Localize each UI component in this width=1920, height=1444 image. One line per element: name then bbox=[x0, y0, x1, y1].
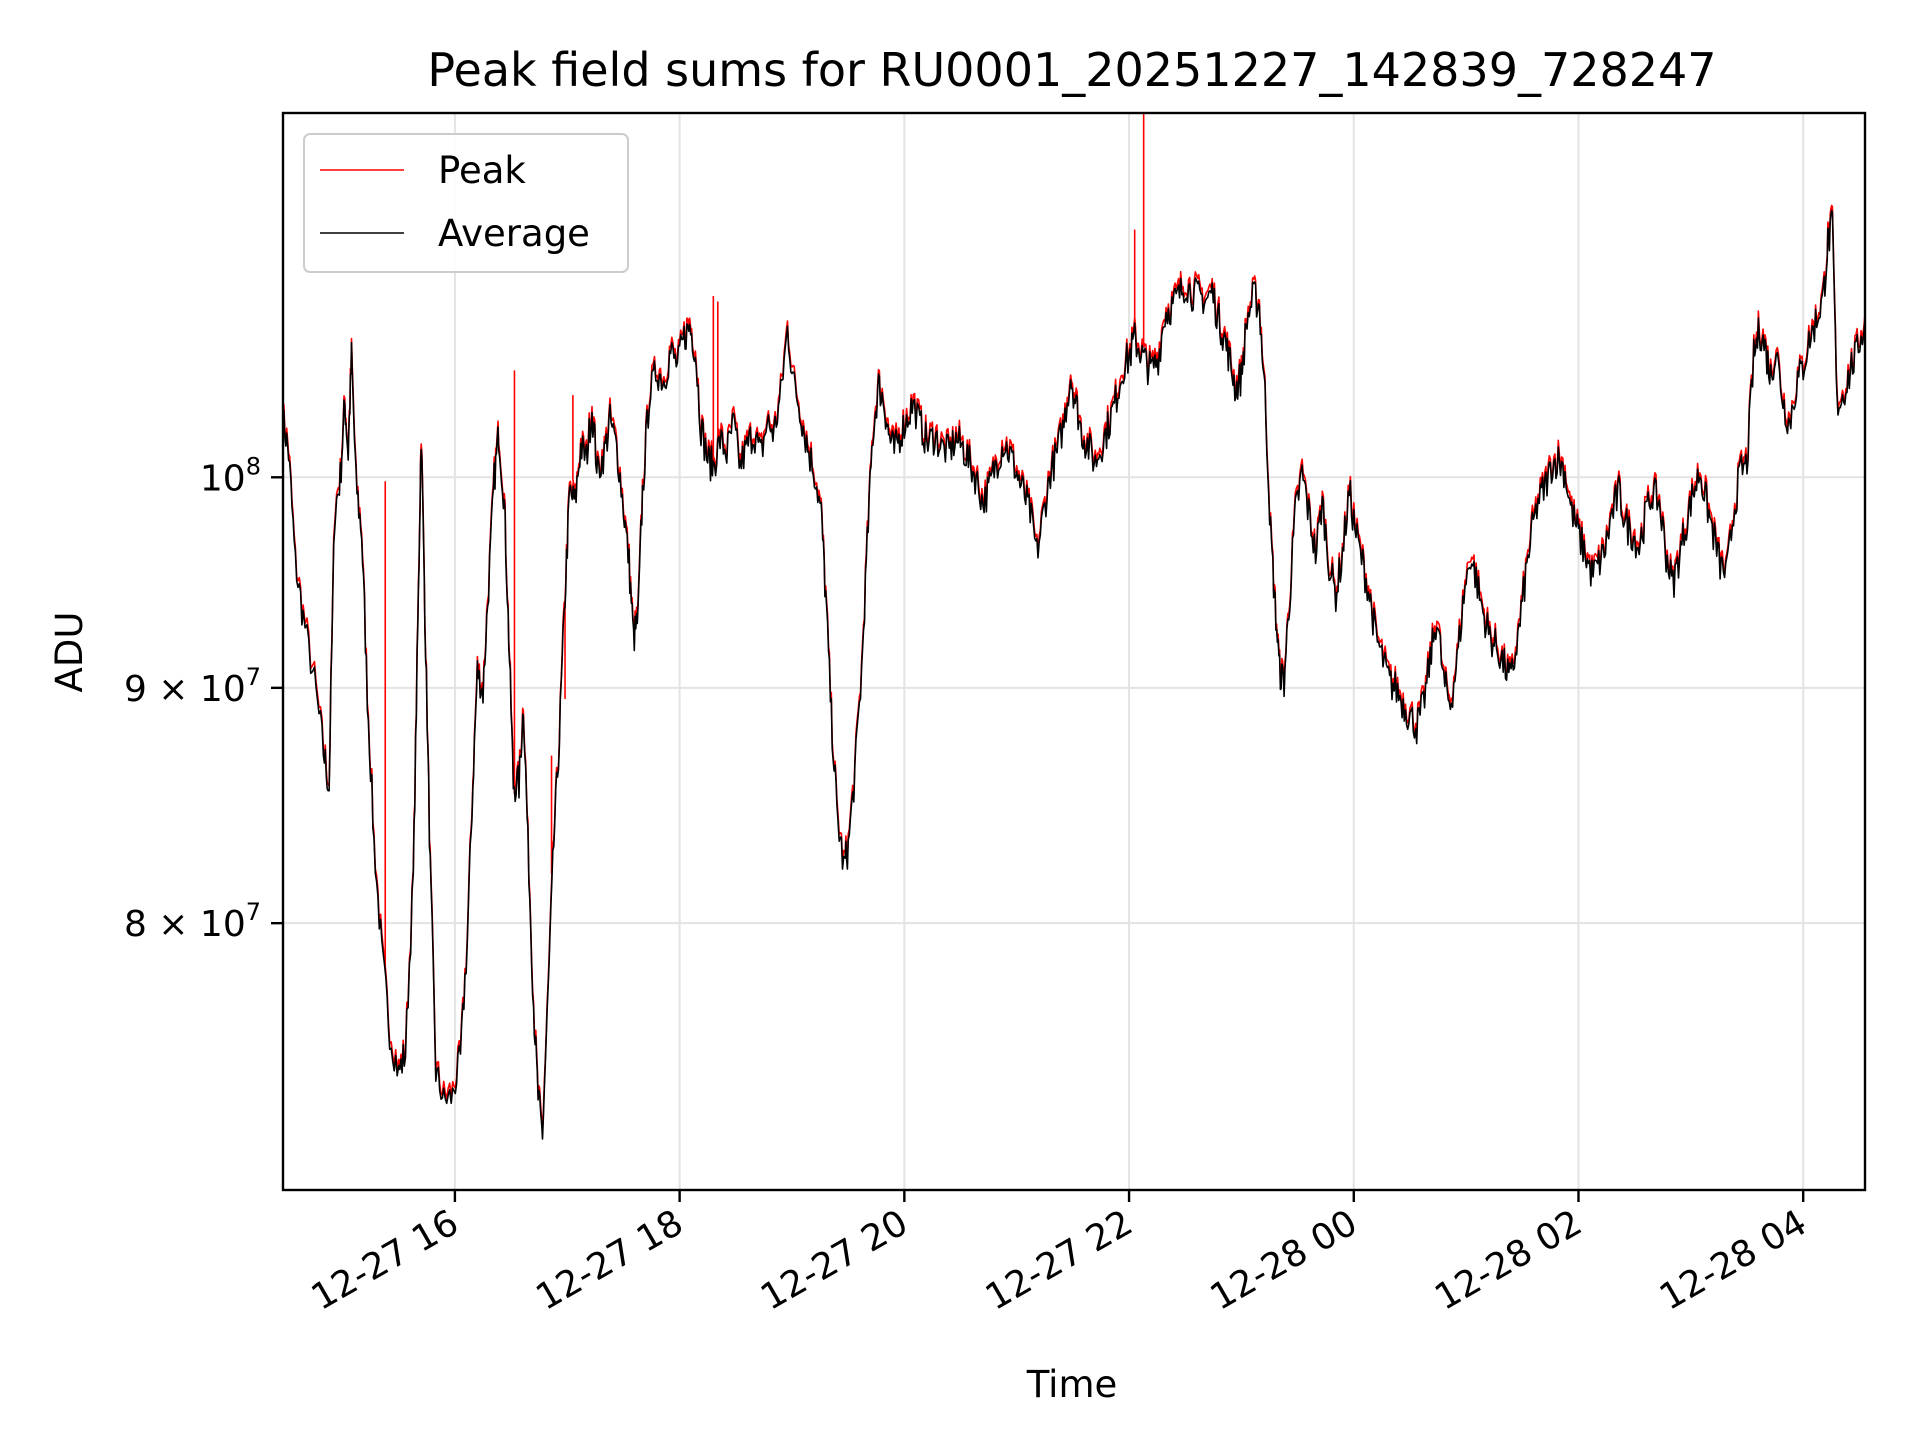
plot-area bbox=[283, 113, 1865, 1140]
y-tick-label: 9 × 107 bbox=[124, 663, 261, 710]
series-average-line bbox=[283, 209, 1865, 1140]
plot-frame bbox=[281, 111, 1867, 1192]
chart-title: Peak field sums for RU0001_20251227_1428… bbox=[427, 43, 1716, 97]
y-tick-label: 108 bbox=[200, 452, 261, 499]
legend-average-label: Average bbox=[438, 212, 590, 255]
legend-box bbox=[303, 133, 629, 273]
legend: Peak Average bbox=[303, 133, 629, 273]
y-tick-label: 8 × 107 bbox=[124, 898, 261, 945]
x-axis-label: Time bbox=[1026, 1363, 1118, 1406]
y-axis-label: ADU bbox=[48, 612, 91, 693]
legend-peak-label: Peak bbox=[438, 149, 526, 192]
grid bbox=[283, 113, 1865, 1190]
